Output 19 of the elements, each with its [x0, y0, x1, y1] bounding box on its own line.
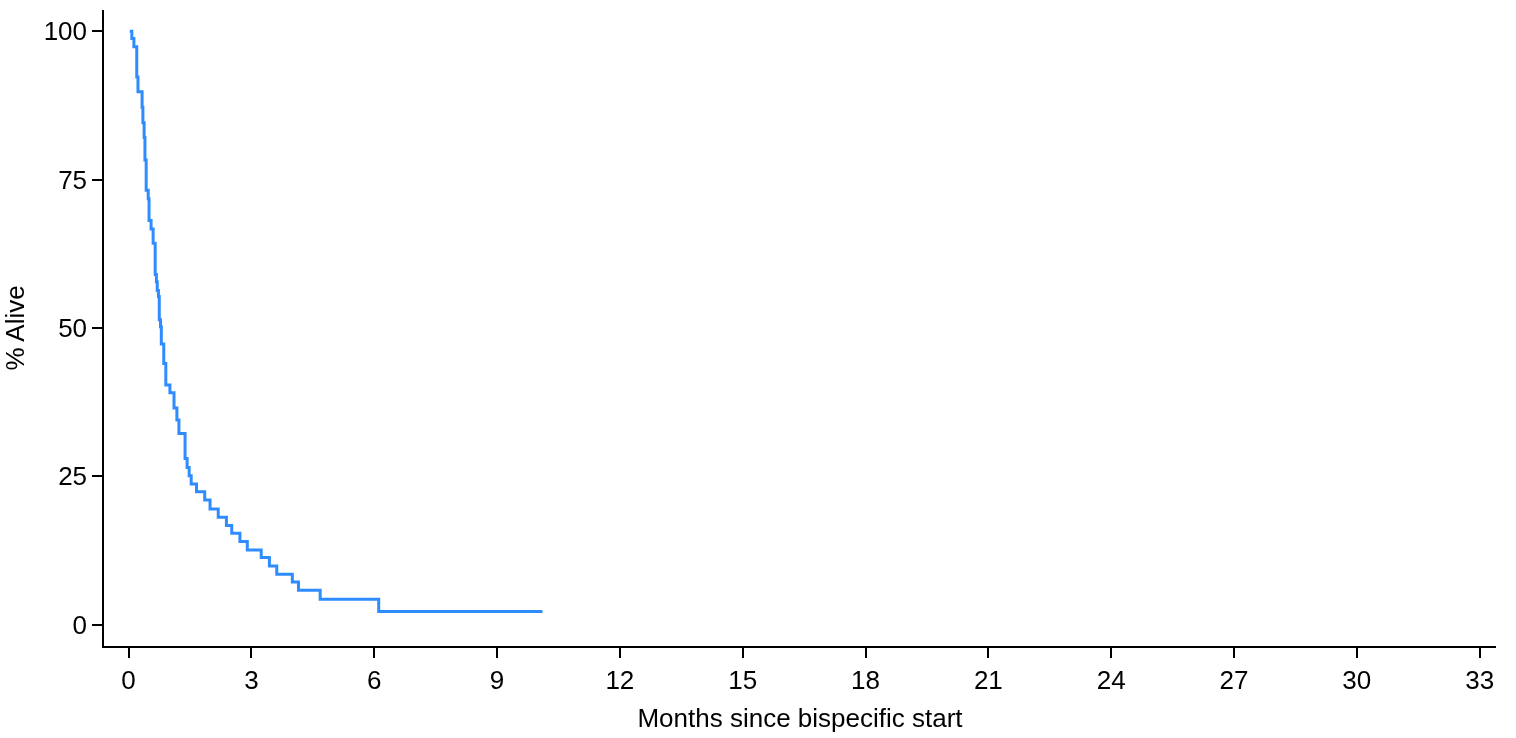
x-tick-label: 0 [121, 664, 136, 695]
x-tick-label: 27 [1219, 664, 1249, 695]
x-tick-label: 21 [973, 664, 1003, 695]
x-tick-label: 30 [1342, 664, 1372, 695]
x-tick-label: 3 [244, 664, 259, 695]
x-tick-label: 18 [851, 664, 880, 695]
x-tick-label: 24 [1096, 664, 1126, 695]
y-tick-label: 100 [43, 16, 88, 47]
x-tick-label: 9 [489, 664, 505, 695]
y-tick-label: 25 [58, 461, 88, 492]
x-axis-title: Months since bispecific start [637, 703, 964, 734]
y-tick-label: 0 [72, 609, 88, 640]
y-tick-label: 50 [58, 313, 88, 344]
y-tick-label: 75 [58, 164, 88, 195]
x-tick-label: 6 [366, 664, 382, 695]
x-tick-label: 12 [605, 664, 635, 695]
y-axis-title: % Alive [0, 285, 30, 371]
x-tick-label: 33 [1465, 664, 1495, 695]
x-tick-label: 15 [728, 664, 758, 695]
